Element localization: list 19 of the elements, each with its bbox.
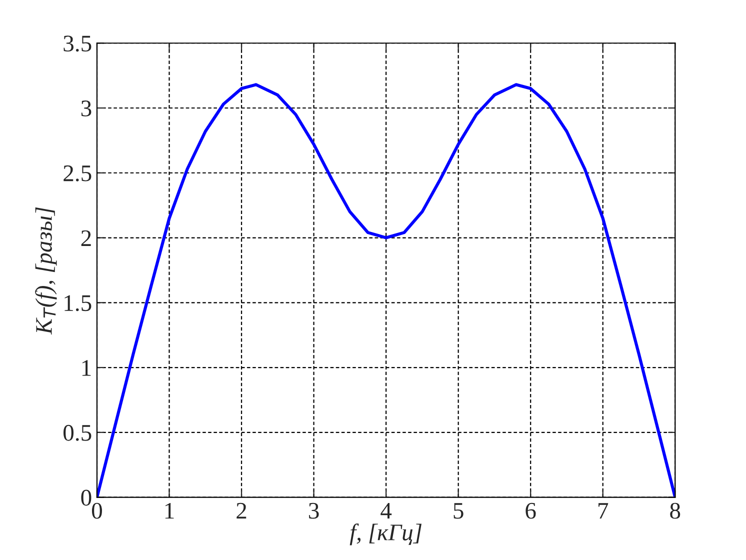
x-tick-label: 0	[92, 502, 102, 519]
y-axis-title: K$_{T}$(f), [разы]	[35, 207, 57, 335]
x-tick-label: 4	[380, 502, 392, 519]
y-tick-label: 1	[82, 360, 91, 376]
y-tick-label: 0	[81, 490, 92, 506]
x-tick-label: 7	[598, 503, 608, 519]
y-tick-label: 1.5	[64, 295, 92, 312]
x-tick-label: 2	[236, 502, 246, 519]
y-tick-label: 0.5	[64, 424, 92, 441]
x-tick-label: 1	[165, 502, 174, 519]
x-tick-label: 8	[670, 502, 680, 519]
x-tick-label: 5	[454, 503, 464, 519]
x-tick-label: 3	[309, 502, 319, 519]
x-axis-title: f, [кГц]	[350, 524, 422, 546]
y-tick-label: 3	[81, 100, 92, 116]
y-tick-label: 2	[81, 230, 91, 246]
y-tick-label: 2.5	[64, 165, 92, 182]
y-tick-label: 3.5	[64, 36, 92, 52]
x-tick-label: 6	[526, 502, 536, 519]
